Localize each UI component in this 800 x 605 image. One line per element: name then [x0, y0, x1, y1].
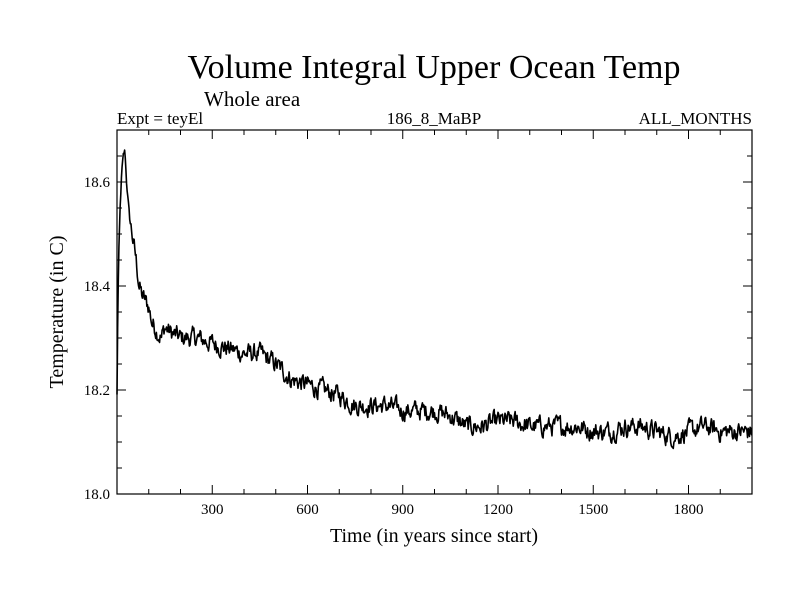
y-tick-label: 18.2 [84, 383, 110, 399]
annotation-center: 186_8_MaBP [387, 109, 481, 128]
y-tick-label: 18.6 [84, 175, 111, 191]
plot-frame [116, 129, 753, 495]
annotation-right: ALL_MONTHS [639, 109, 752, 128]
x-tick-label: 300 [201, 502, 224, 518]
x-tick-label: 1800 [674, 502, 704, 518]
y-tick-label: 18.4 [84, 279, 111, 295]
ticks-layer: 300 600 900 1200 1500 1800 18.0 18.2 18.4 18.6 [84, 130, 752, 518]
chart-subtitle: Whole area [204, 87, 301, 111]
annotation-left: Expt = teyEl [117, 109, 203, 128]
x-tick-label: 600 [296, 502, 319, 518]
x-tick-label: 1200 [483, 502, 513, 518]
chart-title: Volume Integral Upper Ocean Temp [188, 49, 681, 86]
x-tick-label: 1500 [578, 502, 608, 518]
y-tick-label: 18.0 [84, 487, 110, 503]
y-axis-label: Temperature (in C) [46, 236, 68, 389]
x-axis-label: Time (in years since start) [330, 525, 538, 547]
series-line-temperature [116, 149, 753, 450]
x-tick-label: 900 [392, 502, 415, 518]
